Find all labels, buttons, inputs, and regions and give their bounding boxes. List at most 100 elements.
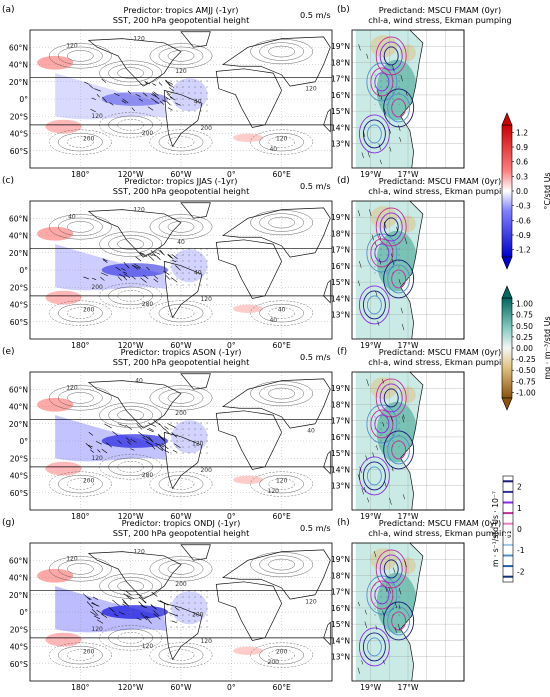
zoom-frame	[351, 542, 465, 682]
wind-vector	[130, 439, 137, 443]
significance-stipple	[168, 419, 211, 459]
map-frame	[29, 200, 333, 340]
colorbar-tick-label: -1.00	[516, 388, 536, 397]
y-tick-label: 60°S	[10, 147, 28, 156]
contour-label: 120	[91, 626, 103, 633]
wind-vector	[127, 90, 132, 95]
x-tick-label: 17°W	[398, 170, 419, 179]
wind-stress-vector	[404, 560, 407, 568]
sst-warm-south-pacific	[45, 290, 82, 305]
wind-stress-vector	[372, 452, 375, 458]
chart-title: Predictand: MSCU FMAM (0yr)	[379, 5, 501, 15]
vector-scale-label: 0.5 m/s	[300, 352, 331, 362]
contour-label: 120	[200, 296, 212, 303]
chart-subtitle: SST, 200 hPa geopotential height	[113, 528, 250, 538]
geopotential-contour	[108, 235, 154, 254]
world-map-panel: (c) Predictor: tropics JJAS (-1yr)SST, 20…	[2, 176, 333, 350]
wind-vector	[88, 432, 94, 436]
world-map-panel: (g) Predictor: tropics ONDJ (-1yr)SST, 20…	[2, 518, 333, 692]
geopotential-contour	[108, 576, 154, 596]
chart-title: Predictand: MSCU FMAM (0yr)	[379, 176, 501, 186]
wind-vector	[115, 266, 122, 271]
wind-vector	[150, 98, 157, 103]
y-tick-label: 20°N	[9, 591, 28, 600]
wind-vector	[154, 251, 161, 255]
colorbar-extend-bottom	[501, 397, 513, 411]
geopotential-contour	[57, 645, 103, 665]
wind-vector	[95, 440, 102, 445]
wind-vector	[131, 107, 135, 112]
wind-vector	[126, 595, 135, 600]
contour-label: 280	[142, 472, 154, 479]
panel-letter: (b)	[337, 5, 350, 15]
wind-stress-vector	[364, 621, 367, 629]
coastline	[180, 544, 211, 561]
ekman-contour	[366, 124, 382, 144]
wind-vector	[148, 427, 154, 431]
wind-vector	[164, 426, 169, 430]
contour-label: 40	[269, 146, 277, 153]
wind-vector	[93, 615, 101, 620]
y-tick-label: 40°N	[9, 232, 28, 241]
geopotential-contour	[149, 214, 213, 240]
colorbar-tick-label: 1.2	[516, 128, 528, 137]
geopotential-contour	[67, 392, 94, 404]
wind-vector	[161, 443, 169, 450]
wind-vector	[142, 437, 149, 442]
wind-vector	[153, 91, 159, 96]
y-tick-label: 18°N	[331, 229, 350, 238]
geopotential-contour	[250, 300, 314, 326]
wind-vector	[155, 101, 160, 104]
vector-scale-label: 0.5 m/s	[300, 181, 331, 191]
y-tick-label: 13°N	[331, 482, 350, 491]
x-tick-label: 60°W	[171, 170, 192, 179]
contour-label: 120	[133, 35, 145, 42]
wind-vector	[108, 606, 116, 613]
wind-vector	[123, 276, 128, 281]
zoom-map-panel: (b) Predictand: MSCU FMAM (0yr)chl-a, win…	[331, 5, 512, 179]
y-tick-label: 17°N	[331, 417, 350, 426]
ekman-contour	[383, 388, 399, 408]
chart-subtitle: chl-a, wind stress, Ekman pumping	[368, 357, 511, 367]
colorbar-extend-top	[501, 285, 513, 299]
wind-vector	[139, 252, 148, 257]
wind-stress-vector	[394, 627, 397, 633]
wind-vector	[142, 92, 148, 97]
zoom-map-panel: (f) Predictand: MSCU FMAM (0yr)chl-a, win…	[331, 347, 512, 521]
sst-warm-south-atlantic	[233, 133, 264, 142]
colorbar-tick-label: 1.00	[516, 300, 533, 309]
contour-label: 40	[278, 306, 286, 313]
wind-stress-vector	[371, 234, 374, 241]
contour-label: 120	[142, 643, 154, 650]
map-frame	[29, 29, 333, 169]
colorbar-tick-label: -2	[517, 567, 525, 576]
x-tick-label: 17°W	[398, 341, 419, 350]
x-tick-label: 180°	[71, 170, 89, 179]
contour-label: 200	[83, 648, 95, 655]
wind-vector	[91, 97, 97, 100]
wind-stress-vector	[404, 237, 408, 245]
y-tick-label: 0°	[19, 608, 28, 617]
contour-label: 200	[83, 306, 95, 313]
contour-label: 40	[135, 377, 143, 384]
sst-warm-south-atlantic	[233, 475, 264, 484]
geopotential-contour	[57, 304, 103, 323]
y-tick-label: 18°N	[331, 571, 350, 580]
chart-title: Predictor: tropics ASON (-1yr)	[121, 347, 242, 357]
contour-label: 120	[192, 440, 204, 447]
wind-stress-vector	[392, 64, 395, 71]
chart-subtitle: chl-a, wind stress, Ekman pumping	[368, 186, 511, 196]
sst-cold-pacific	[55, 73, 166, 120]
wind-vector	[147, 254, 155, 261]
sst-warm-south-pacific	[45, 632, 82, 647]
wind-vector	[84, 81, 89, 85]
wind-vector	[100, 272, 108, 277]
significance-stipple	[374, 241, 403, 277]
wind-stress-vector	[402, 494, 405, 500]
x-tick-label: 19°W	[360, 341, 381, 350]
x-tick-label: 180°	[71, 512, 89, 521]
contour-label: 120	[305, 598, 317, 605]
wind-vector	[146, 428, 154, 433]
wind-vector	[122, 598, 129, 607]
geopotential-contour	[57, 133, 103, 152]
